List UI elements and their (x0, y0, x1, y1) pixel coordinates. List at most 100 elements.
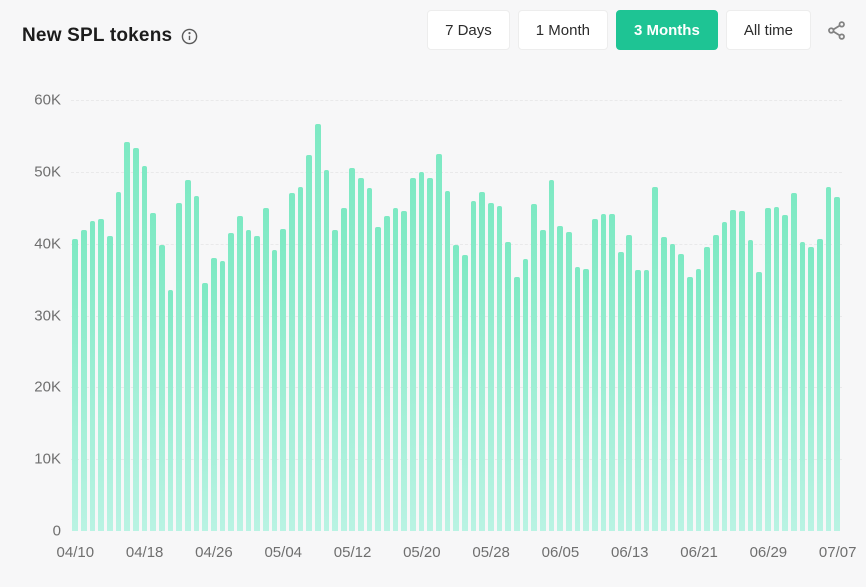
bar-04-21[interactable] (167, 289, 174, 531)
bar-05-11[interactable] (340, 208, 347, 531)
bar-07-01[interactable] (782, 214, 788, 531)
bar-05-14[interactable] (366, 188, 373, 531)
bar-slot (296, 100, 305, 531)
bar-07-07[interactable] (834, 196, 840, 531)
bar-06-12[interactable] (617, 252, 624, 531)
bar-04-14[interactable] (107, 235, 113, 531)
bar-06-07[interactable] (574, 267, 581, 531)
bar-05-31[interactable] (513, 277, 520, 531)
bar-06-22[interactable] (704, 247, 711, 531)
bar-05-30[interactable] (505, 242, 511, 531)
bar-04-29[interactable] (236, 216, 243, 531)
bar-07-05[interactable] (816, 238, 823, 531)
info-icon[interactable] (181, 28, 198, 45)
bar-05-07[interactable] (306, 155, 312, 531)
bar-slot (452, 100, 461, 531)
bar-05-12[interactable] (349, 168, 356, 531)
bar-06-23[interactable] (713, 235, 719, 531)
bar-04-25[interactable] (202, 283, 209, 531)
bar-05-06[interactable] (297, 186, 304, 531)
bar-06-20[interactable] (687, 277, 693, 531)
bar-04-28[interactable] (228, 232, 234, 531)
bar-07-03[interactable] (799, 242, 806, 531)
bar-06-08[interactable] (583, 268, 589, 531)
range-button-all-time[interactable]: All time (725, 10, 811, 50)
bar-05-09[interactable] (323, 170, 330, 531)
bar-06-04[interactable] (548, 179, 555, 531)
bar-06-30[interactable] (773, 207, 780, 531)
bar-06-13[interactable] (626, 235, 633, 531)
bar-06-27[interactable] (747, 240, 754, 531)
bar-05-17[interactable] (392, 207, 399, 531)
bar-06-28[interactable] (756, 272, 763, 531)
bar-04-26[interactable] (210, 258, 217, 531)
x-axis-label-06-29: 06/29 (749, 544, 788, 561)
bar-04-20[interactable] (159, 245, 165, 531)
bar-05-29[interactable] (496, 205, 503, 531)
bar-05-19[interactable] (410, 177, 416, 531)
bar-06-18[interactable] (669, 243, 676, 531)
bar-04-10[interactable] (72, 239, 79, 531)
bar-06-14[interactable] (635, 270, 641, 531)
bar-04-24[interactable] (193, 195, 200, 531)
bar-slot (97, 100, 106, 531)
bar-05-16[interactable] (384, 215, 390, 531)
bar-05-15[interactable] (375, 227, 382, 531)
bar-05-13[interactable] (358, 177, 364, 531)
bar-06-10[interactable] (600, 213, 607, 531)
bar-04-16[interactable] (124, 141, 131, 531)
bar-04-17[interactable] (133, 148, 139, 531)
bar-05-04[interactable] (280, 228, 286, 531)
bar-06-05[interactable] (557, 225, 563, 531)
bar-07-04[interactable] (808, 247, 814, 531)
bar-slot (755, 100, 764, 531)
bar-06-17[interactable] (661, 237, 667, 531)
bar-05-24[interactable] (453, 245, 460, 531)
bar-05-10[interactable] (332, 230, 338, 531)
bar-06-29[interactable] (764, 208, 771, 531)
bar-06-01[interactable] (522, 258, 529, 531)
bar-04-18[interactable] (141, 166, 148, 531)
share-icon[interactable] (819, 10, 853, 50)
bar-05-26[interactable] (470, 200, 477, 531)
bar-04-30[interactable] (245, 230, 252, 531)
bar-06-26[interactable] (739, 210, 745, 531)
bar-06-11[interactable] (609, 214, 615, 531)
range-button-1-month[interactable]: 1 Month (517, 10, 608, 50)
bar-05-23[interactable] (444, 190, 451, 531)
bar-05-28[interactable] (487, 203, 494, 531)
bar-05-27[interactable] (479, 191, 486, 531)
bar-05-18[interactable] (401, 211, 408, 531)
bar-04-15[interactable] (115, 191, 122, 531)
bar-05-03[interactable] (271, 250, 278, 531)
bar-05-22[interactable] (436, 153, 442, 531)
bar-06-15[interactable] (643, 269, 650, 531)
bar-06-09[interactable] (591, 218, 598, 531)
bar-04-23[interactable] (185, 179, 191, 531)
bar-05-25[interactable] (462, 255, 468, 531)
bar-06-16[interactable] (652, 186, 659, 531)
bar-05-05[interactable] (288, 193, 295, 531)
bar-04-27[interactable] (219, 260, 226, 531)
bar-06-03[interactable] (539, 230, 546, 531)
bar-06-21[interactable] (695, 268, 702, 531)
bar-04-12[interactable] (89, 221, 96, 531)
bar-04-22[interactable] (176, 203, 183, 531)
bar-07-02[interactable] (790, 193, 797, 531)
bar-05-02[interactable] (262, 207, 269, 531)
bar-05-01[interactable] (254, 235, 260, 531)
bar-06-24[interactable] (721, 222, 728, 531)
bar-04-13[interactable] (98, 218, 105, 531)
bar-04-11[interactable] (81, 230, 87, 531)
bar-04-19[interactable] (150, 212, 157, 531)
bar-06-06[interactable] (565, 232, 572, 531)
range-button-3-months[interactable]: 3 Months (615, 10, 718, 50)
bar-05-08[interactable] (314, 123, 321, 531)
bar-07-06[interactable] (825, 186, 832, 531)
range-button-7-days[interactable]: 7 Days (427, 10, 510, 50)
bar-05-21[interactable] (427, 178, 434, 531)
bar-06-02[interactable] (531, 204, 537, 531)
bar-05-20[interactable] (418, 171, 425, 531)
bar-06-19[interactable] (678, 253, 685, 531)
bar-06-25[interactable] (730, 209, 737, 531)
